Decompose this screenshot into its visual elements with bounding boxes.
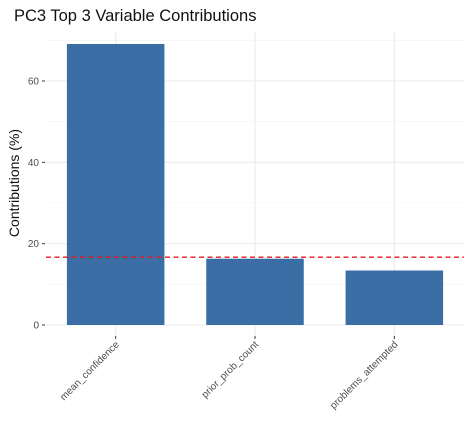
y-axis-label: Contributions (%) [6, 129, 22, 237]
y-tick-label: 40 [28, 158, 40, 169]
y-tick-label: 0 [33, 321, 39, 332]
bar-prior_prob_count [206, 258, 304, 325]
chart-title: PC3 Top 3 Variable Contributions [14, 7, 256, 25]
x-tick-label: problems_attempted [328, 339, 400, 411]
y-tick-label: 60 [28, 77, 40, 88]
x-tick-label: prior_prob_count [200, 339, 261, 400]
y-tick-label: 20 [28, 239, 40, 250]
x-tick-label: mean_confidence [58, 339, 122, 403]
bar-problems_attempted [345, 270, 444, 325]
bars [66, 43, 444, 325]
bar-mean_confidence [66, 43, 165, 325]
